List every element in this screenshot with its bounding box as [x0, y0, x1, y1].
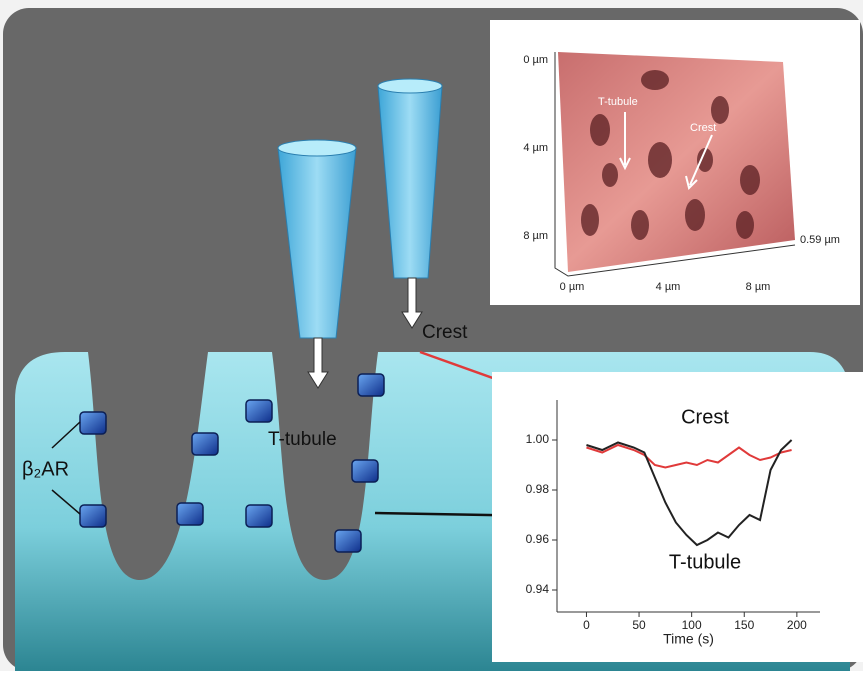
afm-crest: Crest: [690, 122, 716, 134]
x-tick-label: 50: [632, 618, 646, 632]
y-tick-label: 1.00: [526, 432, 550, 446]
crest-label: Crest: [422, 322, 468, 343]
series-label: Crest: [681, 406, 729, 428]
afm-y-label: 8 µm: [523, 230, 548, 242]
x-tick-label: 0: [583, 618, 590, 632]
x-axis-label: Time (s): [663, 631, 714, 647]
x-tick-label: 150: [734, 618, 754, 632]
afm-height-label: 0.59 µm: [800, 234, 840, 246]
y-tick-label: 0.96: [526, 532, 550, 546]
afm-x-label: 4 µm: [656, 281, 681, 293]
afm-x-label: 8 µm: [746, 281, 771, 293]
t-tubule-label: T-tubule: [268, 429, 337, 450]
chart-panel: [492, 372, 863, 662]
x-tick-label: 200: [787, 618, 807, 632]
series-label: T-tubule: [669, 551, 741, 573]
afm-y-label: 0 µm: [523, 54, 548, 66]
y-tick-label: 0.94: [526, 582, 550, 596]
afm-t-tubule: T-tubule: [598, 96, 638, 108]
afm-x-label: 0 µm: [560, 281, 585, 293]
figure: β₂AR T-tubule Crest 0 µm 4 µm 8 µm 0 µm 4 µm…: [0, 0, 863, 671]
afm-y-label: 4 µm: [523, 142, 548, 154]
receptor-label: β₂AR: [22, 458, 69, 480]
y-tick-label: 0.98: [526, 482, 550, 496]
